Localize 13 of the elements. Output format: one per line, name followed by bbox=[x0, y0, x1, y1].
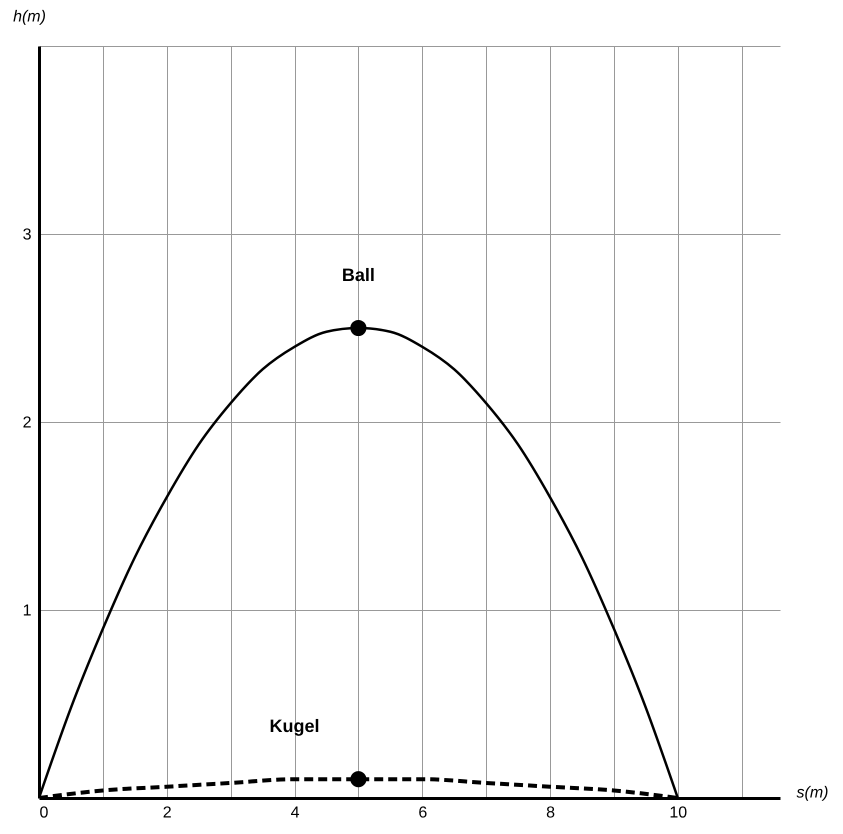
x-tick-label: 10 bbox=[669, 804, 688, 822]
x-tick-label: 0 bbox=[40, 804, 48, 822]
y-axis-title: h(m) bbox=[13, 8, 46, 26]
x-axis-title: s(m) bbox=[796, 784, 828, 802]
x-tick-label: 2 bbox=[162, 804, 172, 822]
x-tick-label: 6 bbox=[418, 804, 428, 822]
text: Kugel bbox=[270, 716, 320, 736]
text: Ball bbox=[342, 265, 375, 285]
y-tick-label: 1 bbox=[22, 602, 32, 620]
x-tick-label: 4 bbox=[290, 804, 300, 822]
y-tick-label: 3 bbox=[22, 226, 32, 244]
x-tick-label: 8 bbox=[546, 804, 556, 822]
y-tick-label: 2 bbox=[22, 414, 32, 432]
